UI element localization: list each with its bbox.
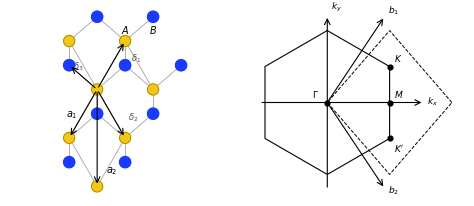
Text: $a_2$: $a_2$: [106, 164, 117, 176]
Circle shape: [119, 60, 131, 71]
Circle shape: [119, 133, 131, 144]
Text: $\delta_3$: $\delta_3$: [73, 61, 83, 73]
Text: $k_x$: $k_x$: [427, 95, 438, 108]
Text: $\delta_1$: $\delta_1$: [131, 52, 141, 65]
Circle shape: [175, 60, 187, 71]
Text: $B$: $B$: [149, 24, 157, 36]
Circle shape: [147, 84, 159, 96]
Point: [386, 137, 393, 140]
Circle shape: [64, 60, 75, 71]
Circle shape: [64, 133, 75, 144]
Text: $\delta_2$: $\delta_2$: [128, 111, 138, 123]
Point: [386, 101, 393, 105]
Circle shape: [147, 12, 159, 23]
Circle shape: [147, 109, 159, 120]
Point: [386, 66, 393, 69]
Circle shape: [91, 84, 103, 96]
Text: $K$: $K$: [394, 53, 402, 64]
Circle shape: [64, 36, 75, 47]
Circle shape: [119, 36, 131, 47]
Text: $A$: $A$: [121, 24, 129, 36]
Circle shape: [91, 109, 103, 120]
Circle shape: [91, 12, 103, 23]
Point: [323, 101, 331, 105]
Text: $k_y$: $k_y$: [331, 1, 342, 14]
Text: $K'$: $K'$: [394, 142, 404, 153]
Circle shape: [119, 157, 131, 168]
Circle shape: [64, 157, 75, 168]
Text: $b_1$: $b_1$: [388, 5, 399, 17]
Text: $b_2$: $b_2$: [388, 184, 399, 196]
Text: $M$: $M$: [394, 88, 403, 99]
Circle shape: [91, 181, 103, 192]
Text: $\Gamma$: $\Gamma$: [312, 88, 319, 99]
Text: $a_1$: $a_1$: [66, 108, 78, 120]
